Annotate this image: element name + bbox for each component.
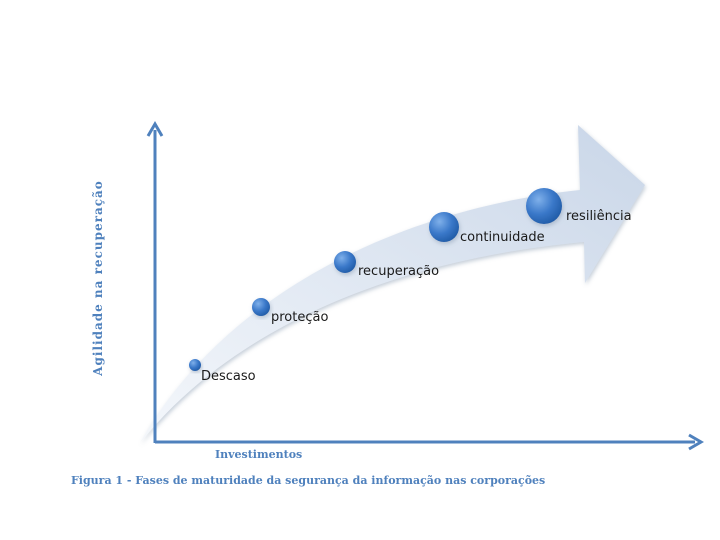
stage-label: continuidade (460, 230, 545, 245)
stage-label: Descaso (201, 369, 256, 384)
y-axis-title: Agilidade na recuperação (91, 180, 105, 377)
stage-bubble (526, 188, 562, 224)
stage-label: recuperação (358, 264, 439, 279)
stage-continuidade: continuidade (429, 212, 545, 245)
stage-bubble (334, 251, 356, 273)
stage-label: resiliência (566, 209, 632, 224)
stage-bubble (189, 359, 201, 371)
stage-recuperacao: recuperação (334, 251, 439, 279)
stage-bubble (429, 212, 459, 242)
stage-bubble (252, 298, 270, 316)
stage-resiliencia: resiliência (526, 188, 632, 224)
stage-protecao: proteção (252, 298, 328, 325)
x-axis-arrowhead-icon (688, 433, 704, 451)
stage-descaso: Descaso (189, 359, 256, 384)
figure-caption: Figura 1 - Fases de maturidade da segura… (71, 474, 546, 487)
stage-label: proteção (271, 310, 328, 325)
x-axis-title: Investimentos (215, 448, 302, 461)
axes (153, 130, 695, 444)
growth-arrow (140, 125, 645, 443)
y-axis-arrowhead-icon (146, 121, 164, 137)
